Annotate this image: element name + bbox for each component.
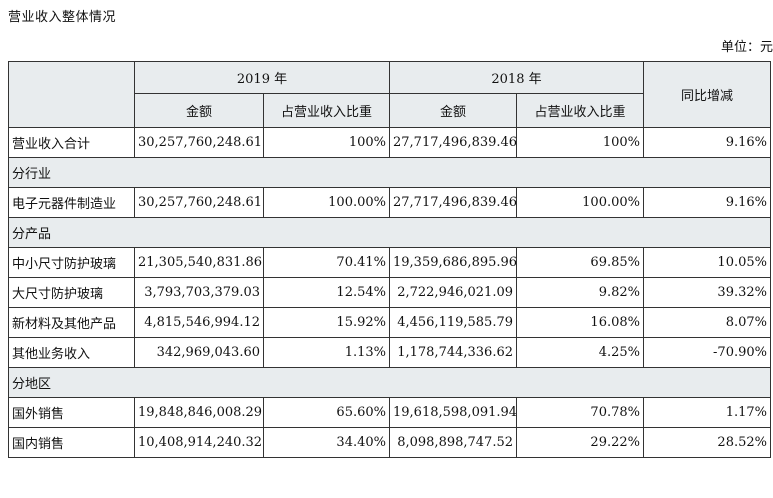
yoy-change: -70.90% [643, 337, 771, 368]
amount-2019: 30,257,760,248.61 [134, 187, 264, 218]
table-row: 大尺寸防护玻璃 3,793,703,379.03 12.54% 2,722,94… [8, 277, 771, 308]
share-2018: 29.22% [516, 427, 644, 458]
header-share-2019: 占营业收入比重 [263, 93, 390, 128]
amount-2018: 8,098,898,747.52 [389, 427, 517, 458]
share-2018: 9.82% [516, 277, 644, 308]
share-2019: 65.60% [263, 397, 390, 428]
table-row: 电子元器件制造业 30,257,760,248.61 100.00% 27,71… [8, 187, 771, 218]
section-row-region: 分地区 [8, 367, 771, 398]
section-label: 分行业 [8, 157, 771, 188]
share-2019: 1.13% [263, 337, 390, 368]
amount-2019: 21,305,540,831.86 [134, 247, 264, 278]
revenue-table: 2019 年 2018 年 同比增减 金额 占营业收入比重 金额 占营业收入比重… [8, 61, 771, 458]
header-amount-2019: 金额 [134, 93, 264, 128]
yoy-change: 10.05% [643, 247, 771, 278]
header-blank-cell [8, 61, 135, 128]
row-label: 国外销售 [8, 397, 135, 428]
table-row-total: 营业收入合计 30,257,760,248.61 100% 27,717,496… [8, 127, 771, 158]
header-amount-2018: 金额 [389, 93, 517, 128]
table-row: 其他业务收入 342,969,043.60 1.13% 1,178,744,33… [8, 337, 771, 368]
yoy-change: 39.32% [643, 277, 771, 308]
amount-2019: 342,969,043.60 [134, 337, 264, 368]
header-year-2018: 2018 年 [389, 61, 644, 94]
share-2019: 12.54% [263, 277, 390, 308]
table-row: 国外销售 19,848,846,008.29 65.60% 19,618,598… [8, 397, 771, 428]
share-2018: 100.00% [516, 187, 644, 218]
amount-2018: 19,359,686,895.96 [389, 247, 517, 278]
section-row-product: 分产品 [8, 217, 771, 248]
row-label: 营业收入合计 [8, 127, 135, 158]
amount-2018: 2,722,946,021.09 [389, 277, 517, 308]
share-2018: 16.08% [516, 307, 644, 338]
row-label: 中小尺寸防护玻璃 [8, 247, 135, 278]
header-share-2018: 占营业收入比重 [516, 93, 644, 128]
amount-2018: 27,717,496,839.46 [389, 127, 517, 158]
amount-2019: 10,408,914,240.32 [134, 427, 264, 458]
amount-2018: 19,618,598,091.94 [389, 397, 517, 428]
share-2018: 100% [516, 127, 644, 158]
share-2018: 70.78% [516, 397, 644, 428]
amount-2019: 4,815,546,994.12 [134, 307, 264, 338]
header-row-years: 2019 年 2018 年 同比增减 [8, 61, 771, 128]
amount-2019: 19,848,846,008.29 [134, 397, 264, 428]
yoy-change: 28.52% [643, 427, 771, 458]
amount-2018: 4,456,119,585.79 [389, 307, 517, 338]
page-title: 营业收入整体情况 [8, 10, 117, 25]
unit-label: 单位：元 [720, 40, 773, 55]
amount-2019: 30,257,760,248.61 [134, 127, 264, 158]
share-2019: 100.00% [263, 187, 390, 218]
row-label: 国内销售 [8, 427, 135, 458]
yoy-change: 9.16% [643, 187, 771, 218]
section-label: 分产品 [8, 217, 771, 248]
header-row-metrics: 金额 占营业收入比重 金额 占营业收入比重 [9, 93, 771, 128]
table-row: 国内销售 10,408,914,240.32 34.40% 8,098,898,… [8, 427, 771, 458]
section-row-industry: 分行业 [8, 157, 771, 188]
header-yoy: 同比增减 [643, 61, 771, 128]
share-2018: 69.85% [516, 247, 644, 278]
share-2019: 34.40% [263, 427, 390, 458]
share-2018: 4.25% [516, 337, 644, 368]
amount-2018: 27,717,496,839.46 [389, 187, 517, 218]
yoy-change: 9.16% [643, 127, 771, 158]
amount-2018: 1,178,744,336.62 [389, 337, 517, 368]
table-row: 新材料及其他产品 4,815,546,994.12 15.92% 4,456,1… [8, 307, 771, 338]
header-year-2019: 2019 年 [134, 61, 390, 94]
row-label: 其他业务收入 [8, 337, 135, 368]
share-2019: 15.92% [263, 307, 390, 338]
yoy-change: 8.07% [643, 307, 771, 338]
row-label: 电子元器件制造业 [8, 187, 135, 218]
share-2019: 100% [263, 127, 390, 158]
yoy-change: 1.17% [643, 397, 771, 428]
section-label: 分地区 [8, 367, 771, 398]
row-label: 新材料及其他产品 [8, 307, 135, 338]
share-2019: 70.41% [263, 247, 390, 278]
amount-2019: 3,793,703,379.03 [134, 277, 264, 308]
table-row: 中小尺寸防护玻璃 21,305,540,831.86 70.41% 19,359… [8, 247, 771, 278]
row-label: 大尺寸防护玻璃 [8, 277, 135, 308]
